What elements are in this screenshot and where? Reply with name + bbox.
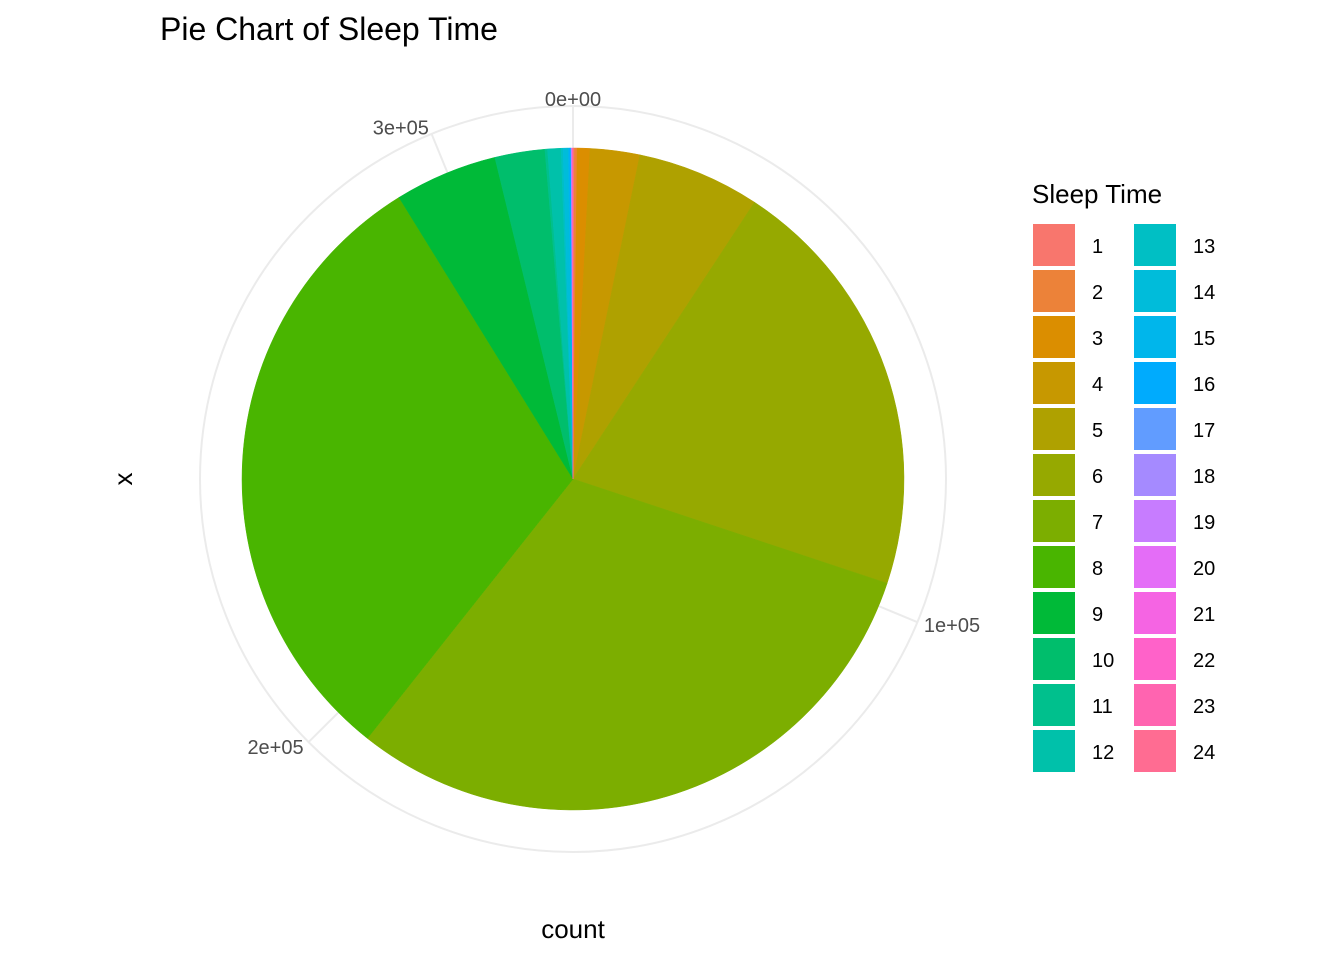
- legend-swatch: [1134, 316, 1176, 358]
- legend-label: 11: [1092, 696, 1113, 718]
- tick-label: 1e+05: [924, 615, 980, 637]
- legend-swatch: [1134, 454, 1176, 496]
- legend-label: 2: [1092, 282, 1103, 304]
- legend-item-18: 18: [1134, 454, 1215, 496]
- legend-label: 24: [1193, 742, 1215, 764]
- legend-label: 13: [1193, 236, 1215, 258]
- legend-label: 19: [1193, 512, 1215, 534]
- legend-swatch: [1134, 638, 1176, 680]
- legend-label: 10: [1092, 650, 1114, 672]
- legend-swatch: [1033, 638, 1075, 680]
- x-axis-title: count: [541, 914, 605, 944]
- legend-swatch: [1134, 224, 1176, 266]
- legend-label: 8: [1092, 558, 1103, 580]
- legend-swatch: [1134, 546, 1176, 588]
- legend-item-13: 13: [1134, 224, 1215, 266]
- legend-swatch: [1033, 270, 1075, 312]
- legend-label: 20: [1193, 558, 1215, 580]
- legend-item-15: 15: [1134, 316, 1215, 358]
- legend-item-4: 4: [1033, 362, 1103, 404]
- legend-label: 14: [1193, 282, 1215, 304]
- legend-swatch: [1033, 224, 1075, 266]
- legend-label: 3: [1092, 328, 1103, 350]
- legend-label: 9: [1092, 604, 1103, 626]
- legend-item-24: 24: [1134, 730, 1215, 772]
- legend-item-19: 19: [1134, 500, 1215, 542]
- legend-swatch: [1033, 316, 1075, 358]
- legend: Sleep Time 12345678910111213141516171819…: [1032, 179, 1215, 772]
- legend-label: 12: [1092, 742, 1114, 764]
- legend-label: 23: [1193, 696, 1215, 718]
- legend-swatch: [1033, 684, 1075, 726]
- legend-label: 7: [1092, 512, 1103, 534]
- legend-item-20: 20: [1134, 546, 1215, 588]
- chart-title: Pie Chart of Sleep Time: [160, 11, 498, 47]
- legend-item-23: 23: [1134, 684, 1215, 726]
- legend-swatch: [1134, 270, 1176, 312]
- legend-swatch: [1134, 500, 1176, 542]
- legend-label: 16: [1193, 374, 1215, 396]
- legend-label: 18: [1193, 466, 1215, 488]
- legend-label: 15: [1193, 328, 1215, 350]
- tick-label: 2e+05: [247, 737, 303, 759]
- legend-label: 17: [1193, 420, 1215, 442]
- legend-item-12: 12: [1033, 730, 1114, 772]
- legend-swatch: [1033, 592, 1075, 634]
- legend-swatch: [1134, 592, 1176, 634]
- legend-swatch: [1033, 408, 1075, 450]
- legend-title: Sleep Time: [1032, 179, 1162, 209]
- y-axis-title: x: [108, 473, 138, 486]
- legend-swatch: [1134, 730, 1176, 772]
- pie-slices: [242, 148, 904, 810]
- legend-label: 1: [1092, 236, 1103, 258]
- legend-swatch: [1033, 454, 1075, 496]
- legend-swatch: [1033, 546, 1075, 588]
- legend-swatch: [1134, 684, 1176, 726]
- legend-item-14: 14: [1134, 270, 1215, 312]
- legend-item-22: 22: [1134, 638, 1215, 680]
- legend-item-2: 2: [1033, 270, 1103, 312]
- legend-item-11: 11: [1033, 684, 1113, 726]
- legend-label: 4: [1092, 374, 1103, 396]
- tick-label: 3e+05: [373, 117, 429, 139]
- legend-swatch: [1033, 730, 1075, 772]
- legend-label: 5: [1092, 420, 1103, 442]
- legend-item-5: 5: [1033, 408, 1103, 450]
- legend-item-16: 16: [1134, 362, 1215, 404]
- legend-item-10: 10: [1033, 638, 1114, 680]
- legend-swatch: [1033, 362, 1075, 404]
- legend-item-1: 1: [1033, 224, 1103, 266]
- legend-item-17: 17: [1134, 408, 1215, 450]
- legend-label: 6: [1092, 466, 1103, 488]
- legend-label: 22: [1193, 650, 1215, 672]
- legend-item-9: 9: [1033, 592, 1103, 634]
- legend-item-6: 6: [1033, 454, 1103, 496]
- legend-item-7: 7: [1033, 500, 1103, 542]
- legend-swatch: [1033, 500, 1075, 542]
- tick-label: 0e+00: [545, 89, 601, 111]
- legend-label: 21: [1193, 604, 1215, 626]
- legend-item-3: 3: [1033, 316, 1103, 358]
- legend-swatch: [1134, 408, 1176, 450]
- legend-swatch: [1134, 362, 1176, 404]
- legend-item-21: 21: [1134, 592, 1215, 634]
- legend-item-8: 8: [1033, 546, 1103, 588]
